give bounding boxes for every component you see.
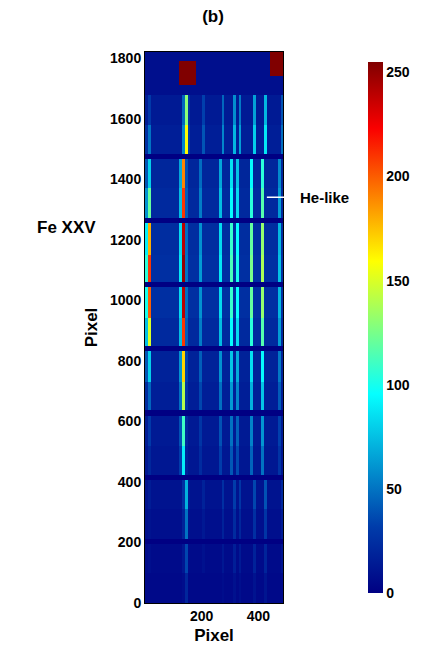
svg-text:He-like: He-like [300,189,349,206]
svg-text:200: 200 [386,168,410,184]
svg-text:1000: 1000 [110,292,141,308]
svg-text:400: 400 [247,608,271,624]
svg-text:1600: 1600 [110,111,141,127]
svg-text:800: 800 [118,353,142,369]
svg-text:1400: 1400 [110,171,141,187]
svg-text:200: 200 [118,534,142,550]
svg-text:Pixel: Pixel [82,308,101,348]
svg-text:Fe XXV: Fe XXV [37,218,96,237]
svg-text:600: 600 [118,413,142,429]
svg-text:(b): (b) [202,7,224,26]
svg-text:200: 200 [190,608,214,624]
svg-text:100: 100 [386,377,410,393]
svg-text:Pixel: Pixel [194,626,234,645]
svg-text:250: 250 [386,64,410,80]
svg-text:1200: 1200 [110,232,141,248]
svg-text:0: 0 [133,595,141,611]
svg-text:1800: 1800 [110,50,141,66]
svg-text:0: 0 [386,585,394,601]
svg-text:50: 50 [386,481,402,497]
svg-text:400: 400 [118,474,142,490]
svg-text:150: 150 [386,273,410,289]
